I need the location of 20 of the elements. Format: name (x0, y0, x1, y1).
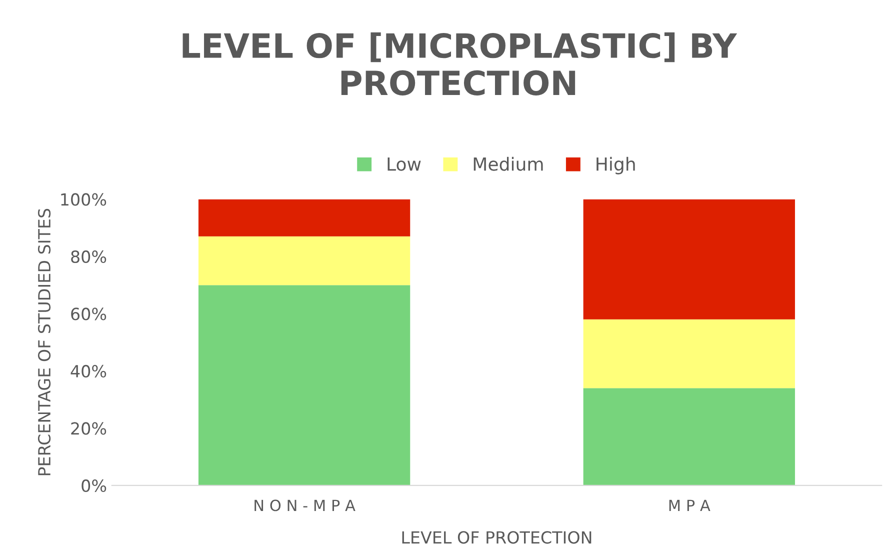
bar (583, 319, 795, 388)
legend-label: Low (388, 157, 421, 171)
bar (583, 199, 795, 320)
x-axis-title: LEVEL OF PROTECTION (402, 531, 592, 544)
x-tick-label: M P A (669, 500, 710, 511)
y-tick-label: 80% (71, 250, 106, 264)
bar (583, 388, 795, 486)
y-axis-title: PERCENTAGE OF STUDIED SITES (38, 208, 51, 476)
x-tick-label: N O N - M P A (254, 500, 356, 512)
y-tick-label: 20% (71, 422, 106, 435)
legend-label: Medium (474, 156, 543, 171)
chart-title: LEVEL OF [MICROPLASTIC] BY PROTECTION (182, 32, 738, 96)
y-tick-label: 60% (71, 308, 106, 320)
bar (198, 199, 410, 236)
bar (198, 236, 410, 286)
y-tick-label: 100% (61, 193, 106, 206)
y-tick-label: 40% (70, 364, 106, 378)
y-tick-label: 0% (82, 479, 106, 492)
bar (198, 285, 410, 486)
legend-label: High (596, 156, 635, 174)
